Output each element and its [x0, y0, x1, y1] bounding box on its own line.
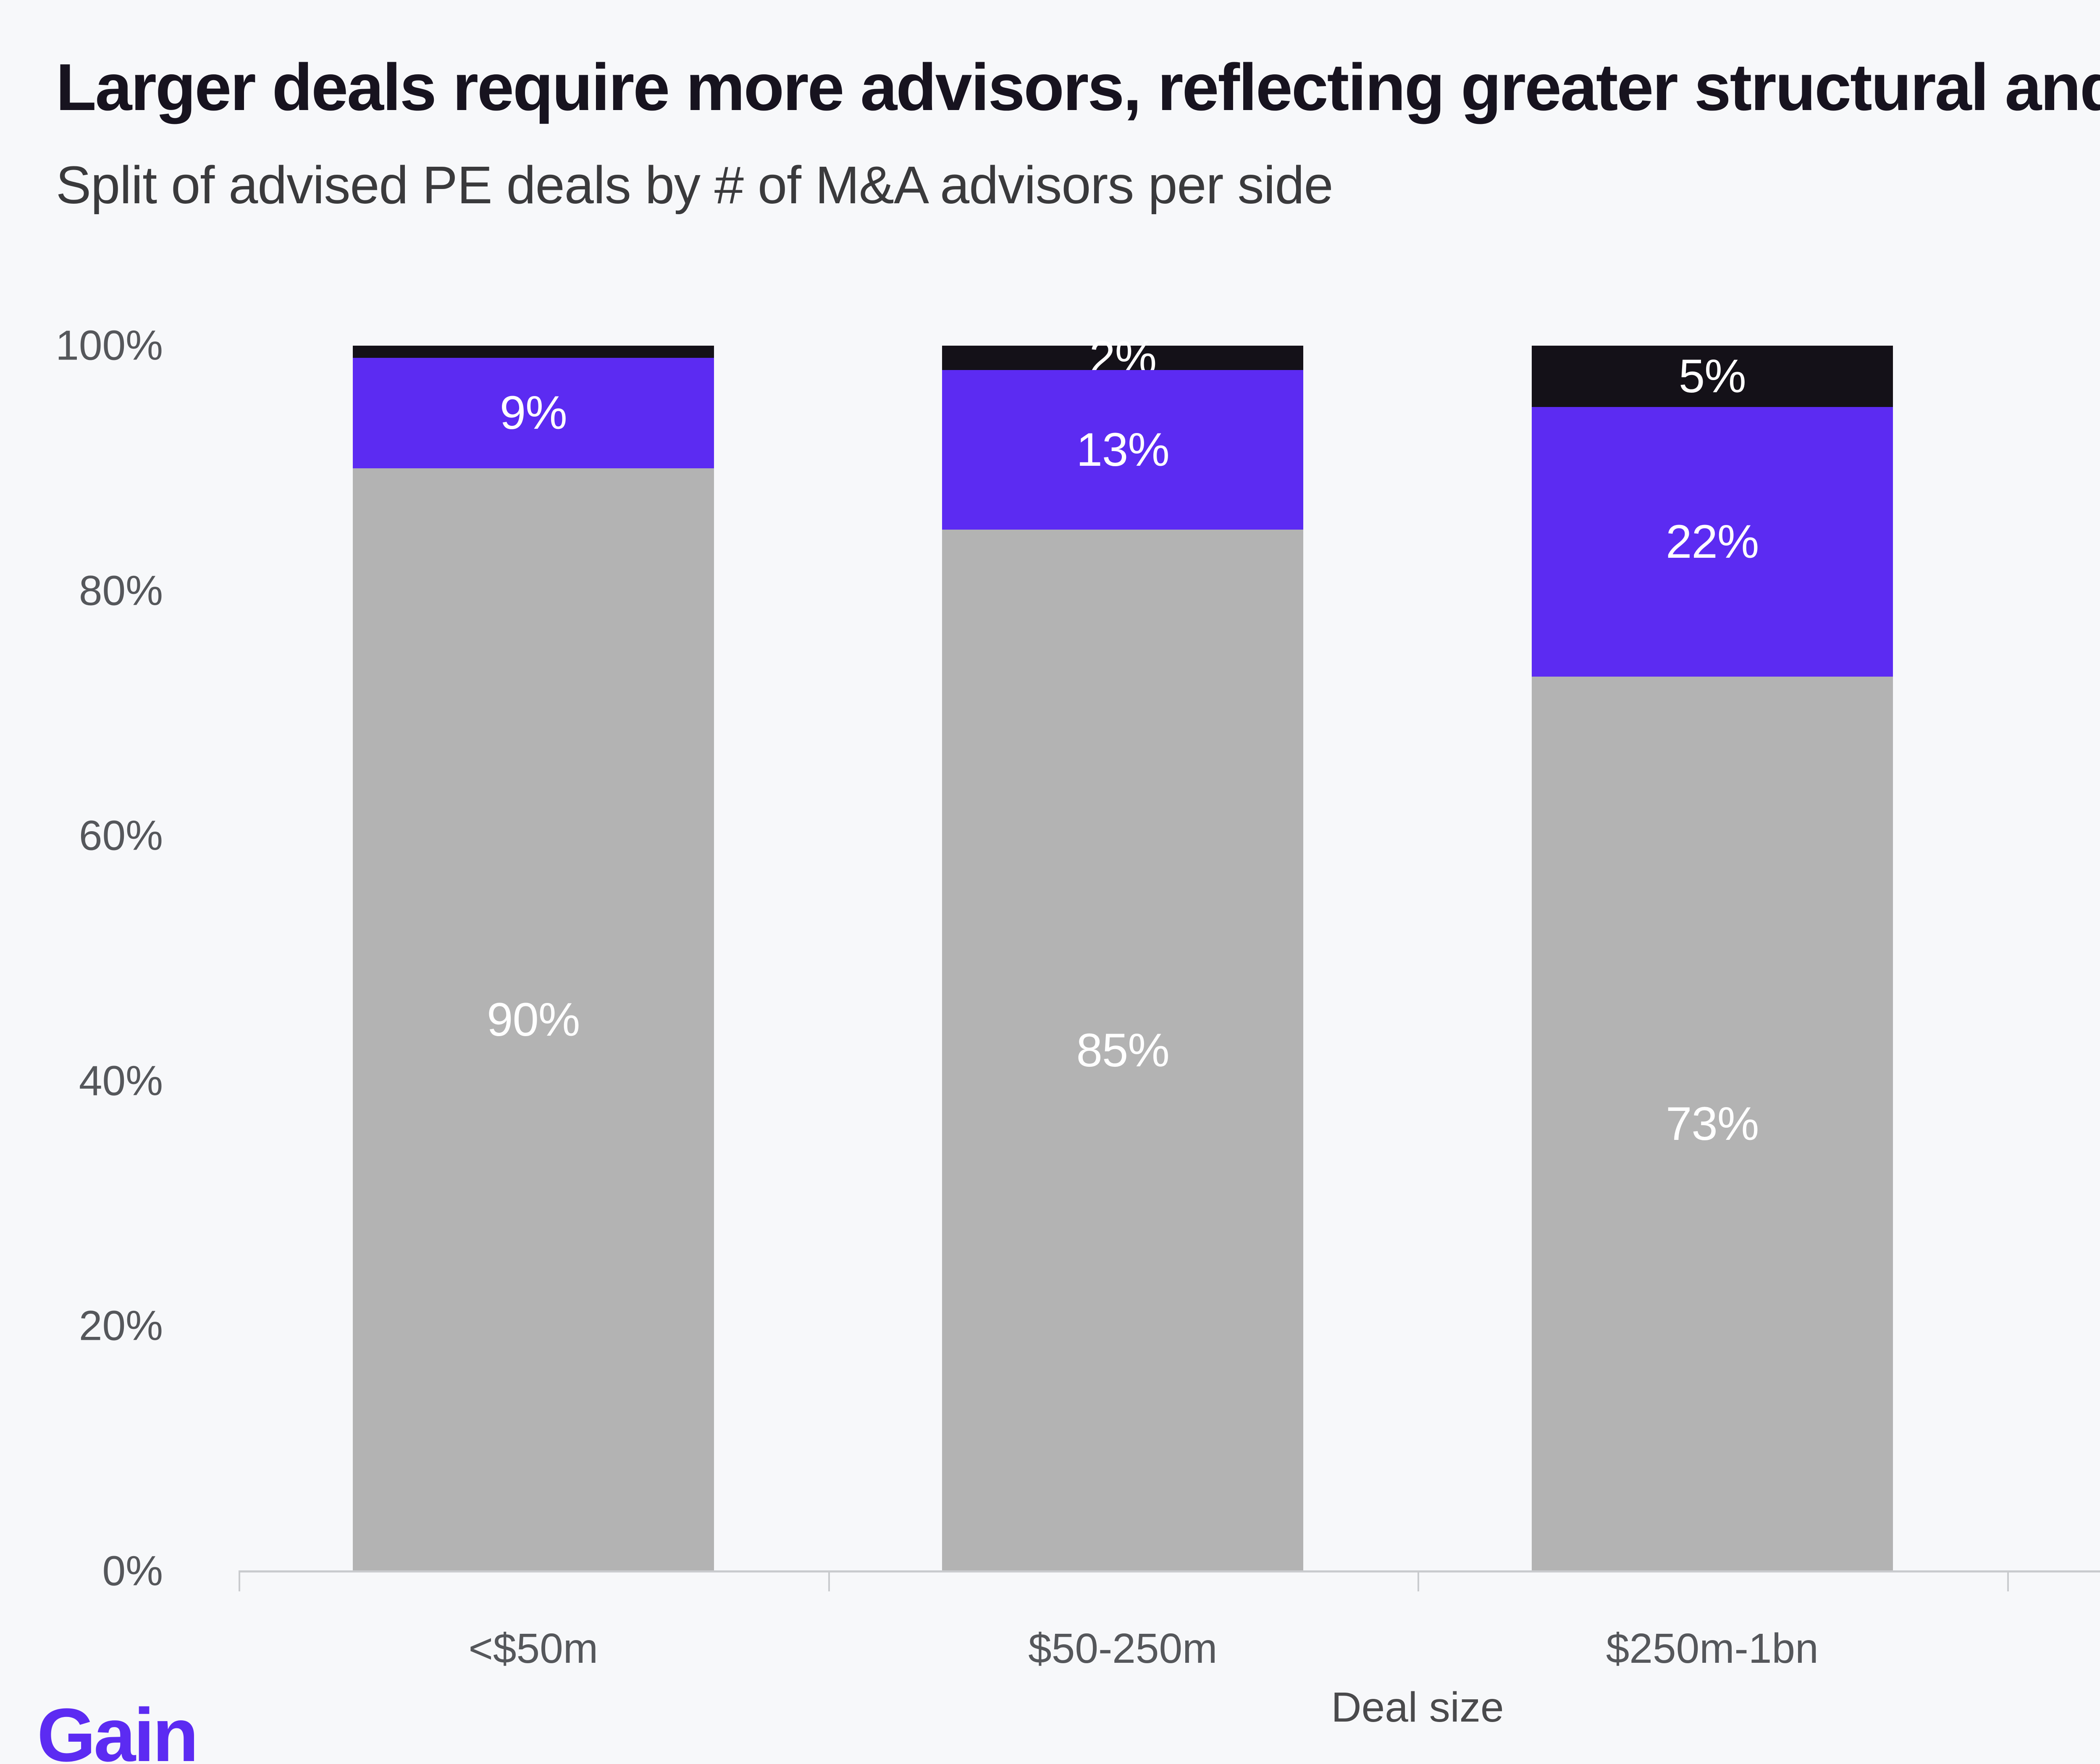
y-tick-label: 80%: [79, 567, 163, 614]
bar-segment: 73%: [1531, 676, 1893, 1571]
y-axis: 0% 20% 40% 60% 80% 100%: [0, 322, 201, 1595]
x-axis-tick: [2007, 1571, 2009, 1591]
x-axis-tick: [1418, 1571, 1419, 1591]
bar-$250m-1bn: 5% 22% 73%: [1531, 346, 1893, 1571]
bar-segment: 90%: [352, 468, 714, 1571]
gain-logo: Gain: [37, 1693, 199, 1764]
bar-segment-label: 13%: [1076, 423, 1170, 476]
bar-segment-label: 85%: [1076, 1024, 1170, 1076]
x-axis-tick: [239, 1571, 240, 1591]
bar-segment: 22%: [1531, 407, 1893, 677]
bar-segment: 9%: [352, 358, 714, 468]
bar-segment: 85%: [942, 529, 1304, 1571]
x-category-label: $250m-1bn: [1606, 1625, 1819, 1672]
plot-area: 9%90%2%13%85%5%22%73%15%30%55%: [239, 334, 2100, 1591]
bar-segment: [352, 346, 714, 358]
bar-segment: 13%: [942, 370, 1304, 530]
y-tick-label: 100%: [55, 322, 163, 369]
bar-segment: 2%: [942, 334, 1304, 381]
bar-segment-label: 90%: [487, 993, 580, 1046]
bar-segment-label: 73%: [1666, 1097, 1759, 1150]
y-tick-label: 0%: [102, 1547, 163, 1595]
x-category-label: <$50m: [468, 1625, 598, 1672]
x-axis-title: Deal size: [1331, 1684, 1504, 1731]
bar-segment-label: 9%: [499, 386, 567, 439]
x-axis-tick: [828, 1571, 830, 1591]
bar-segment-label: 22%: [1666, 515, 1759, 568]
bar-segment: 5%: [1531, 346, 1893, 407]
y-tick-label: 40%: [79, 1057, 163, 1105]
bar-$50-250m: 2% 13% 85%: [942, 334, 1304, 1571]
bar-segment-label: 5%: [1678, 349, 1746, 402]
page-title: Larger deals require more advisors, refl…: [56, 50, 2100, 124]
x-category-label: $50-250m: [1028, 1625, 1218, 1672]
x-axis-line: [239, 1570, 2100, 1572]
y-tick-label: 20%: [79, 1302, 163, 1349]
y-tick-label: 60%: [79, 812, 163, 859]
bar-<$50m: 9% 90%: [352, 346, 714, 1571]
page-subtitle: Split of advised PE deals by # of M&A ad…: [56, 155, 1334, 215]
